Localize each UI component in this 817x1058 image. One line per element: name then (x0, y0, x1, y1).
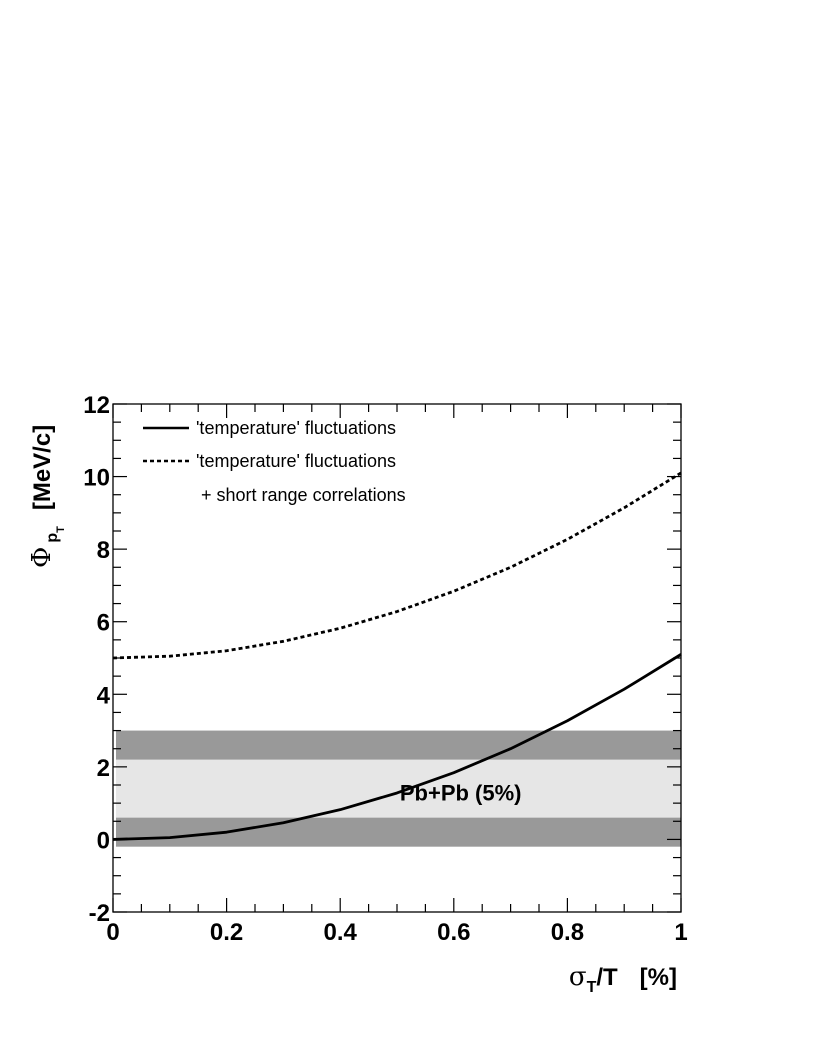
y-tick-label: 6 (97, 610, 110, 637)
x-tick-label: 0.2 (210, 919, 243, 946)
y-axis-symbol: Φ (27, 547, 57, 568)
y-tick-label: -2 (89, 900, 110, 927)
series-line-solid (112, 653, 682, 841)
y-tick-label: 0 (97, 827, 110, 854)
legend-label-dashed-line2: + short range correlations (201, 485, 406, 505)
x-axis-symbol: σ (569, 962, 587, 992)
legend: 'temperature' fluctuations 'temperature'… (143, 418, 406, 505)
x-axis-rest: /T (596, 964, 618, 991)
x-tick-label: 0.6 (437, 919, 470, 946)
y-tick-label: 8 (97, 537, 110, 564)
axis-ticks (112, 403, 682, 913)
y-axis-sub: p (44, 533, 61, 543)
legend-label-solid: 'temperature' fluctuations (196, 418, 396, 438)
x-axis-title: σT/T [%] (569, 962, 677, 996)
y-axis-subsub: T (55, 526, 67, 533)
legend-label-dashed: 'temperature' fluctuations (196, 451, 396, 471)
x-tick-label: 0.4 (324, 919, 358, 946)
band-inner (116, 759, 681, 818)
x-axis-sub: T (587, 979, 597, 996)
annotation-pbpb: Pb+Pb (5%) (400, 780, 522, 805)
x-tick-label: 0.8 (551, 919, 584, 946)
y-tick-label: 2 (97, 755, 110, 782)
x-axis-unit: [%] (640, 964, 677, 991)
measurement-bands (116, 730, 681, 847)
y-axis-title: ΦpT [MeV/c] (27, 425, 67, 568)
data-series (112, 471, 682, 841)
x-tick-label: 1 (674, 919, 687, 946)
y-tick-label: 12 (83, 392, 110, 419)
y-tick-label: 4 (97, 682, 111, 709)
x-tick-label: 0 (106, 919, 119, 946)
series-line-dashed (112, 471, 682, 660)
y-tick-label: 10 (83, 465, 110, 492)
y-axis-unit: [MeV/c] (29, 425, 56, 510)
